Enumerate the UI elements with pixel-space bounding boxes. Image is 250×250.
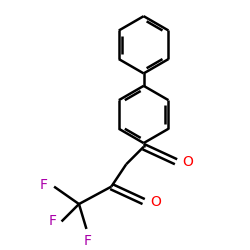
Text: O: O: [150, 194, 161, 208]
Text: F: F: [40, 178, 48, 192]
Text: F: F: [84, 234, 92, 248]
Text: O: O: [182, 155, 193, 169]
Text: F: F: [48, 214, 56, 228]
